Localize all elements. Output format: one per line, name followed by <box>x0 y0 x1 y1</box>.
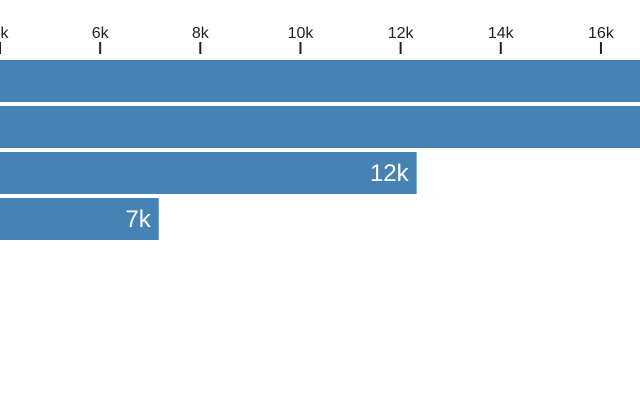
bar <box>0 60 640 102</box>
x-tick-label: 8k <box>192 25 210 42</box>
x-tick-label: 14k <box>488 25 515 42</box>
bar <box>0 106 640 148</box>
x-tick-label: 4k <box>0 25 9 42</box>
x-tick-label: 16k <box>588 25 615 42</box>
x-axis: 4k 6k 8k 10k 12k 14k 16k <box>0 25 615 54</box>
bar <box>0 198 159 240</box>
bar <box>0 152 417 194</box>
bar-value-label: 7k <box>125 206 151 233</box>
x-tick-label: 12k <box>388 25 415 42</box>
x-tick-label: 10k <box>288 25 315 42</box>
x-tick-label: 6k <box>92 25 110 42</box>
bar-value-label: 12k <box>370 160 410 187</box>
bars: 12k 7k <box>0 60 640 240</box>
